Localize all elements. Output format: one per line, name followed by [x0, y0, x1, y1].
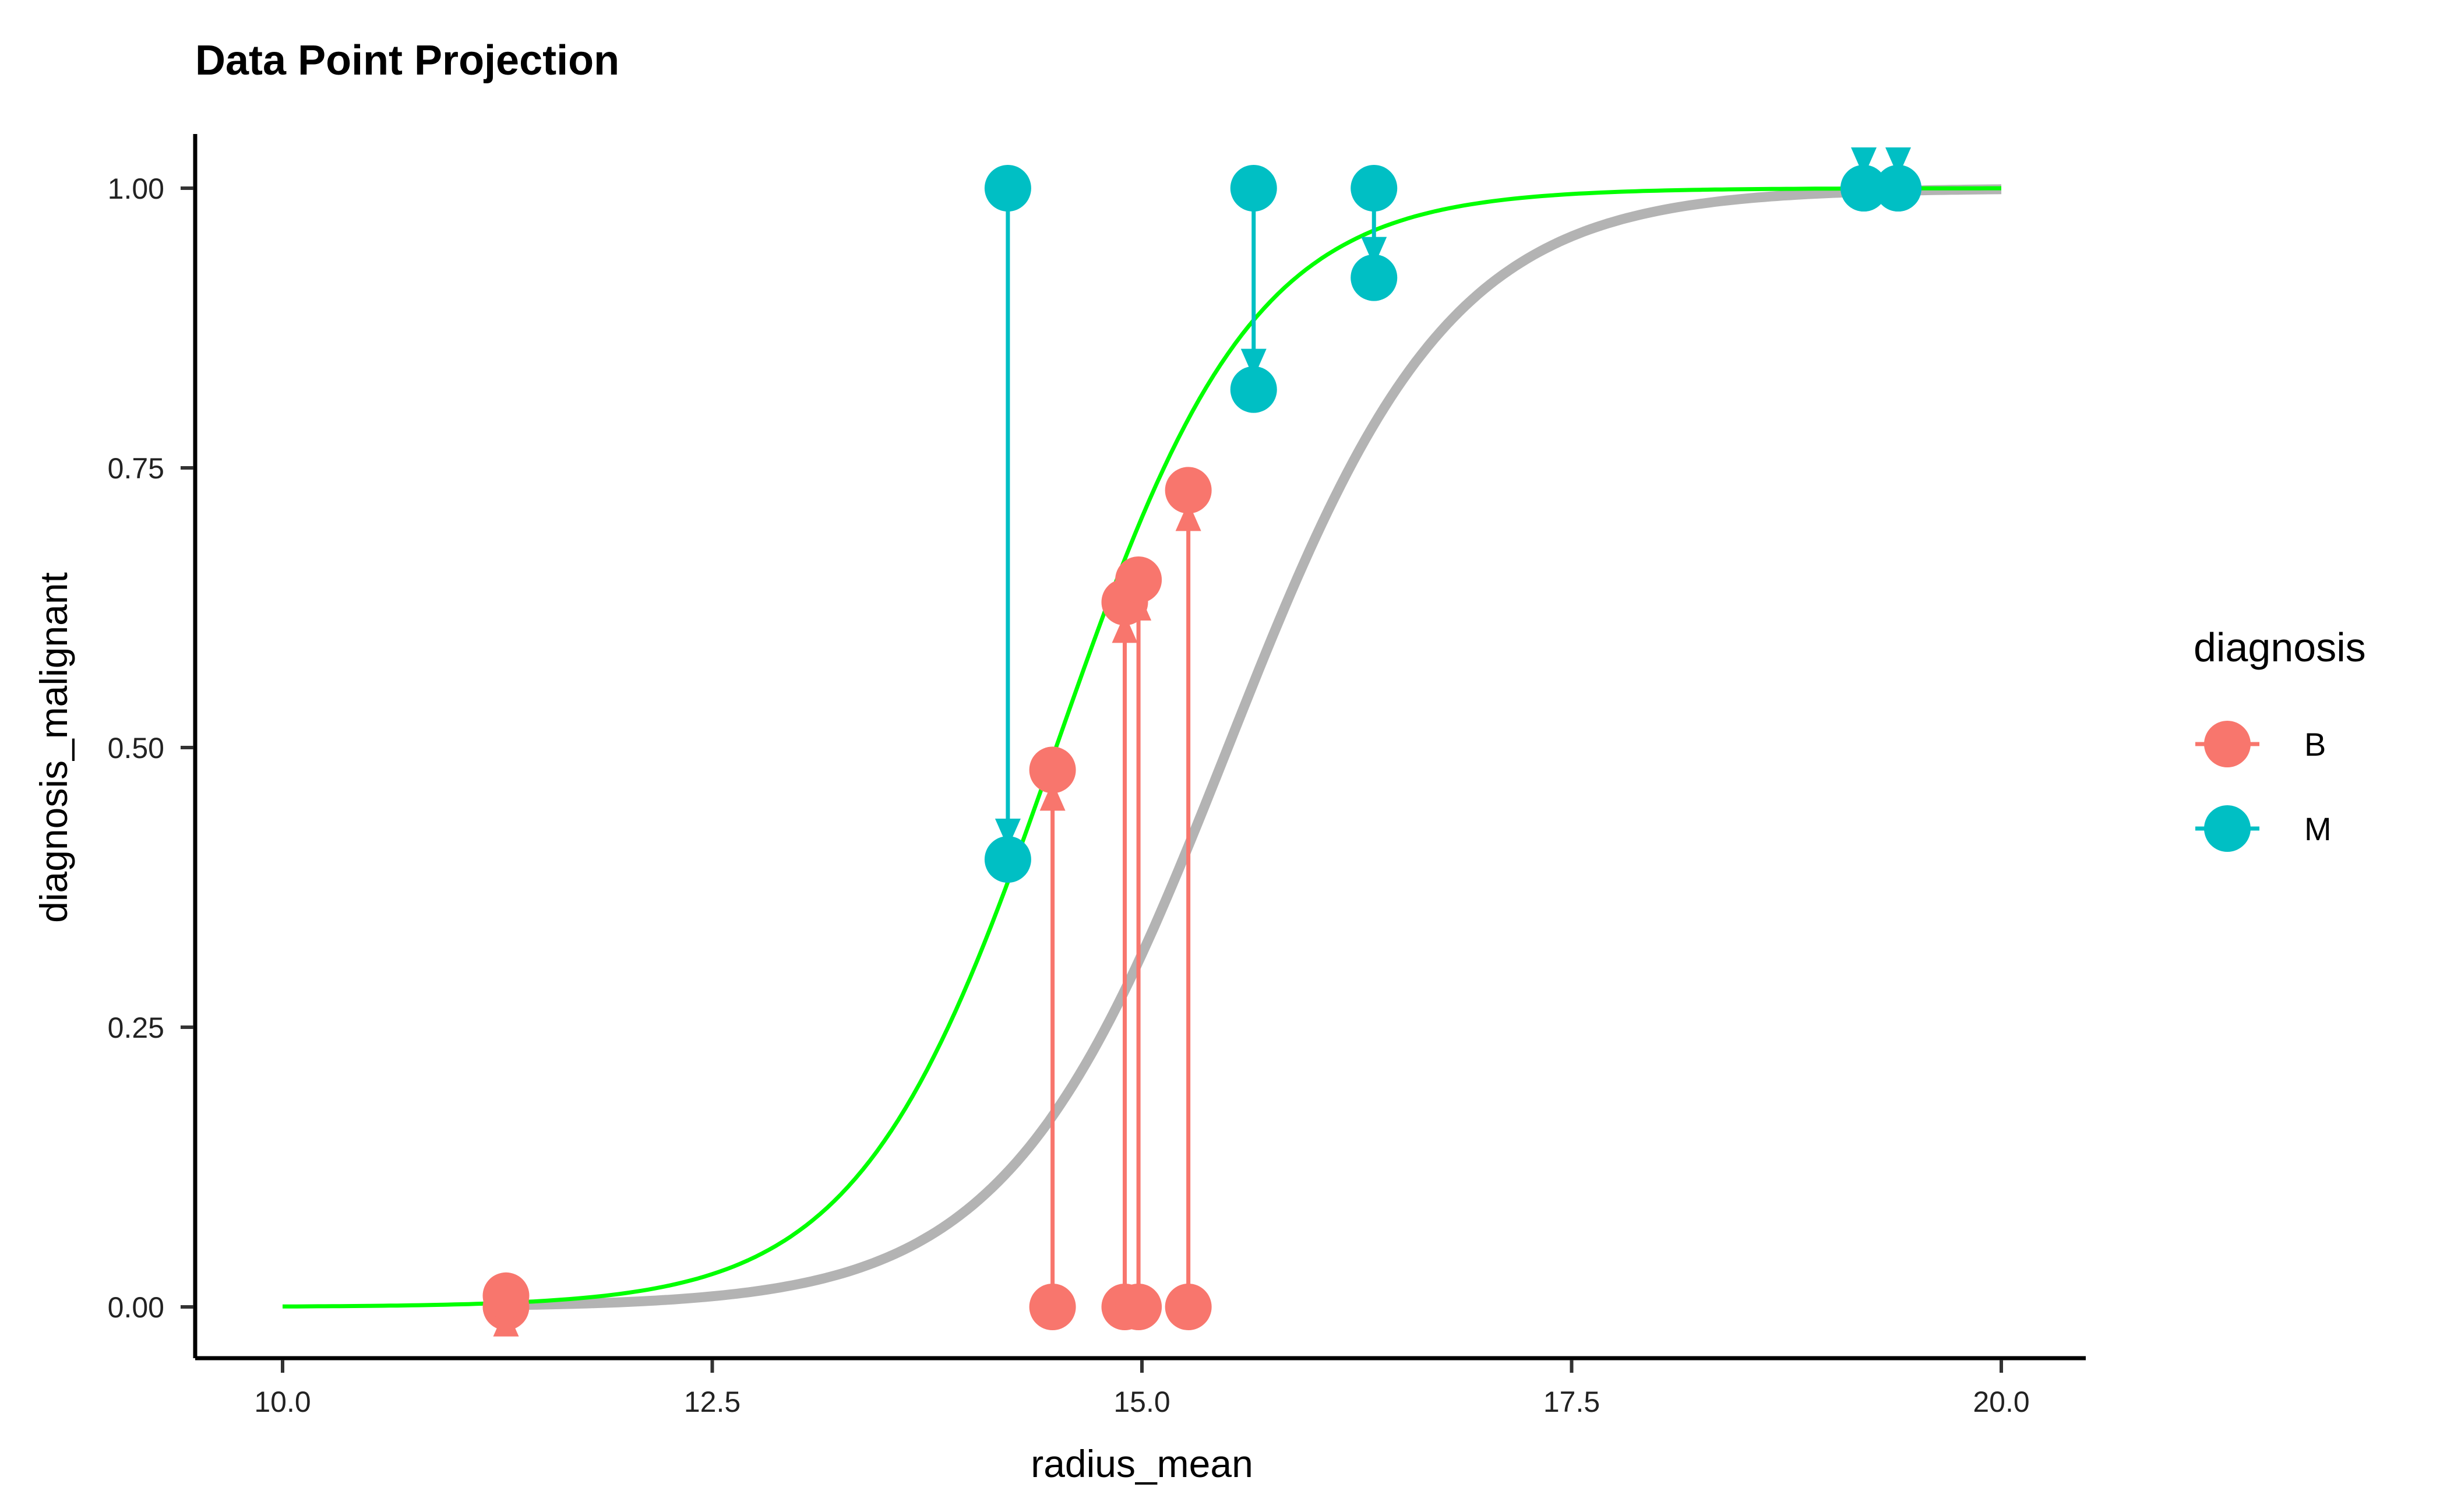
- legend: diagnosis BM: [2194, 625, 2366, 852]
- legend-title: diagnosis: [2194, 625, 2366, 670]
- x-axis-ticks: 10.0 12.5 15.0 17.5 20.0: [254, 1360, 2030, 1418]
- arrowhead: [1885, 147, 1911, 177]
- plot-area: [282, 147, 2002, 1337]
- projected-point: [1875, 165, 1921, 212]
- arrowhead: [1175, 502, 1201, 531]
- data-points: [482, 165, 1921, 1330]
- y-tick-label: 1.00: [108, 172, 164, 205]
- projected-point: [1230, 366, 1277, 413]
- legend-label: M: [2304, 810, 2332, 847]
- fitted-curves: [282, 184, 2002, 1310]
- projected-point: [1165, 467, 1212, 514]
- x-tick-label: 12.5: [684, 1386, 741, 1418]
- chart-title: Data Point Projection: [195, 37, 619, 84]
- legend-entries: BM: [2195, 721, 2332, 852]
- legend-key-point: [2204, 721, 2251, 767]
- data-point: [984, 165, 1031, 212]
- x-tick-label: 15.0: [1113, 1386, 1170, 1418]
- y-axis-title: diagnosis_malignant: [32, 572, 75, 923]
- y-tick-label: 0.75: [108, 452, 164, 485]
- projected-point: [482, 1272, 530, 1319]
- arrowhead: [1112, 614, 1138, 643]
- x-tick-label: 17.5: [1543, 1386, 1600, 1418]
- y-tick-label: 0.00: [108, 1291, 164, 1324]
- arrowhead: [995, 819, 1021, 848]
- projected-point: [1840, 165, 1887, 212]
- x-tick-label: 20.0: [1973, 1386, 2029, 1418]
- y-tick-label: 0.50: [108, 732, 164, 764]
- projected-point: [984, 836, 1031, 883]
- projected-point: [1029, 746, 1076, 794]
- data-point: [1351, 165, 1398, 212]
- data-point: [1165, 1284, 1212, 1330]
- data-point: [1230, 165, 1277, 212]
- legend-label: B: [2304, 726, 2326, 763]
- projected-point: [1115, 556, 1162, 603]
- data-point: [1115, 1284, 1162, 1330]
- arrowhead: [1240, 348, 1267, 378]
- x-tick-label: 10.0: [254, 1386, 311, 1418]
- curve-line: [282, 186, 2001, 1309]
- y-tick-label: 0.25: [108, 1011, 164, 1044]
- curve-line: [506, 184, 2002, 1310]
- y-axis-ticks: 0.00 0.25 0.50 0.75 1.00: [108, 172, 193, 1324]
- arrowhead: [1851, 147, 1877, 177]
- legend-key-point: [2204, 805, 2251, 852]
- x-axis-title: radius_mean: [1031, 1442, 1253, 1485]
- arrowhead: [1361, 237, 1387, 266]
- arrowhead: [1039, 781, 1066, 811]
- projection-segments: [493, 147, 1911, 1337]
- data-point: [1029, 1284, 1076, 1330]
- projected-point: [1351, 254, 1398, 301]
